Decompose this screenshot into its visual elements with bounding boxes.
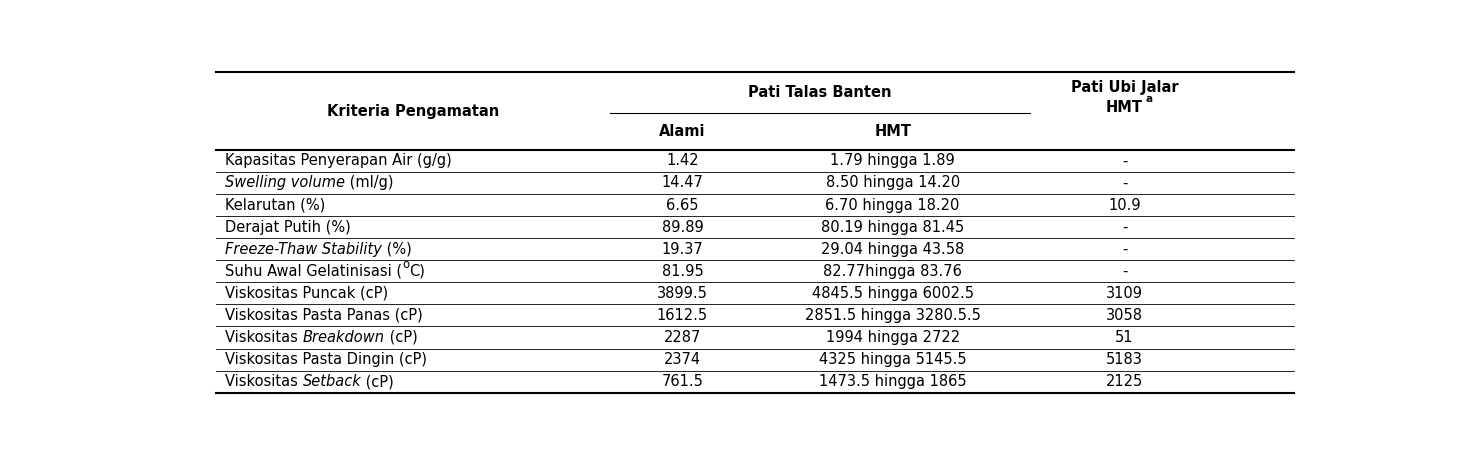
Text: 3109: 3109 — [1106, 286, 1144, 301]
Text: 1473.5 hingga 1865: 1473.5 hingga 1865 — [819, 374, 966, 389]
Text: Kriteria Pengamatan: Kriteria Pengamatan — [326, 104, 498, 119]
Text: (ml/g): (ml/g) — [345, 175, 393, 191]
Text: (cP): (cP) — [385, 330, 417, 345]
Text: 4845.5 hingga 6002.5: 4845.5 hingga 6002.5 — [812, 286, 973, 301]
Text: 14.47: 14.47 — [661, 175, 704, 191]
Text: Viskositas: Viskositas — [224, 330, 303, 345]
Text: Viskositas: Viskositas — [224, 374, 303, 389]
Text: Suhu Awal Gelatinisasi (: Suhu Awal Gelatinisasi ( — [224, 264, 402, 279]
Text: Breakdown: Breakdown — [303, 330, 385, 345]
Text: 81.95: 81.95 — [661, 264, 704, 279]
Text: C): C) — [409, 264, 425, 279]
Text: Derajat Putih (%): Derajat Putih (%) — [224, 220, 351, 234]
Text: 82.77hingga 83.76: 82.77hingga 83.76 — [823, 264, 962, 279]
Text: Setback: Setback — [303, 374, 361, 389]
Text: HMT: HMT — [874, 124, 911, 139]
Text: 8.50 hingga 14.20: 8.50 hingga 14.20 — [826, 175, 960, 191]
Text: 80.19 hingga 81.45: 80.19 hingga 81.45 — [822, 220, 965, 234]
Text: Alami: Alami — [659, 124, 705, 139]
Text: 5183: 5183 — [1106, 352, 1142, 367]
Text: Pati Ubi Jalar: Pati Ubi Jalar — [1071, 80, 1179, 96]
Text: 1.42: 1.42 — [666, 154, 699, 168]
Text: 29.04 hingga 43.58: 29.04 hingga 43.58 — [822, 242, 965, 257]
Text: Viskositas Puncak (cP): Viskositas Puncak (cP) — [224, 286, 388, 301]
Text: -: - — [1122, 220, 1128, 234]
Text: 3899.5: 3899.5 — [657, 286, 708, 301]
Text: 6.70 hingga 18.20: 6.70 hingga 18.20 — [826, 197, 960, 213]
Text: 2287: 2287 — [664, 330, 701, 345]
Text: 4325 hingga 5145.5: 4325 hingga 5145.5 — [819, 352, 966, 367]
Text: 1612.5: 1612.5 — [657, 308, 708, 323]
Text: 2851.5 hingga 3280.5.5: 2851.5 hingga 3280.5.5 — [804, 308, 981, 323]
Text: -: - — [1122, 264, 1128, 279]
Text: -: - — [1122, 154, 1128, 168]
Text: (%): (%) — [382, 242, 412, 257]
Text: 89.89: 89.89 — [661, 220, 704, 234]
Text: Kelarutan (%): Kelarutan (%) — [224, 197, 325, 213]
Text: Pati Talas Banten: Pati Talas Banten — [747, 85, 892, 100]
Text: 6.65: 6.65 — [666, 197, 699, 213]
Text: 3058: 3058 — [1106, 308, 1144, 323]
Text: 1.79 hingga 1.89: 1.79 hingga 1.89 — [830, 154, 954, 168]
Text: 1994 hingga 2722: 1994 hingga 2722 — [826, 330, 960, 345]
Text: -: - — [1122, 242, 1128, 257]
Text: 51: 51 — [1115, 330, 1134, 345]
Text: 2374: 2374 — [664, 352, 701, 367]
Text: Swelling volume: Swelling volume — [224, 175, 345, 191]
Text: (cP): (cP) — [361, 374, 393, 389]
Text: o: o — [402, 258, 409, 271]
Text: Viskositas Pasta Panas (cP): Viskositas Pasta Panas (cP) — [224, 308, 423, 323]
Text: Kapasitas Penyerapan Air (g/g): Kapasitas Penyerapan Air (g/g) — [224, 154, 452, 168]
Text: a: a — [1145, 94, 1152, 104]
Text: Viskositas Pasta Dingin (cP): Viskositas Pasta Dingin (cP) — [224, 352, 427, 367]
Text: 19.37: 19.37 — [661, 242, 704, 257]
Text: 10.9: 10.9 — [1109, 197, 1141, 213]
Text: Freeze-Thaw Stability: Freeze-Thaw Stability — [224, 242, 382, 257]
Text: HMT: HMT — [1106, 100, 1144, 115]
Text: 2125: 2125 — [1106, 374, 1144, 389]
Text: -: - — [1122, 175, 1128, 191]
Text: 761.5: 761.5 — [661, 374, 704, 389]
